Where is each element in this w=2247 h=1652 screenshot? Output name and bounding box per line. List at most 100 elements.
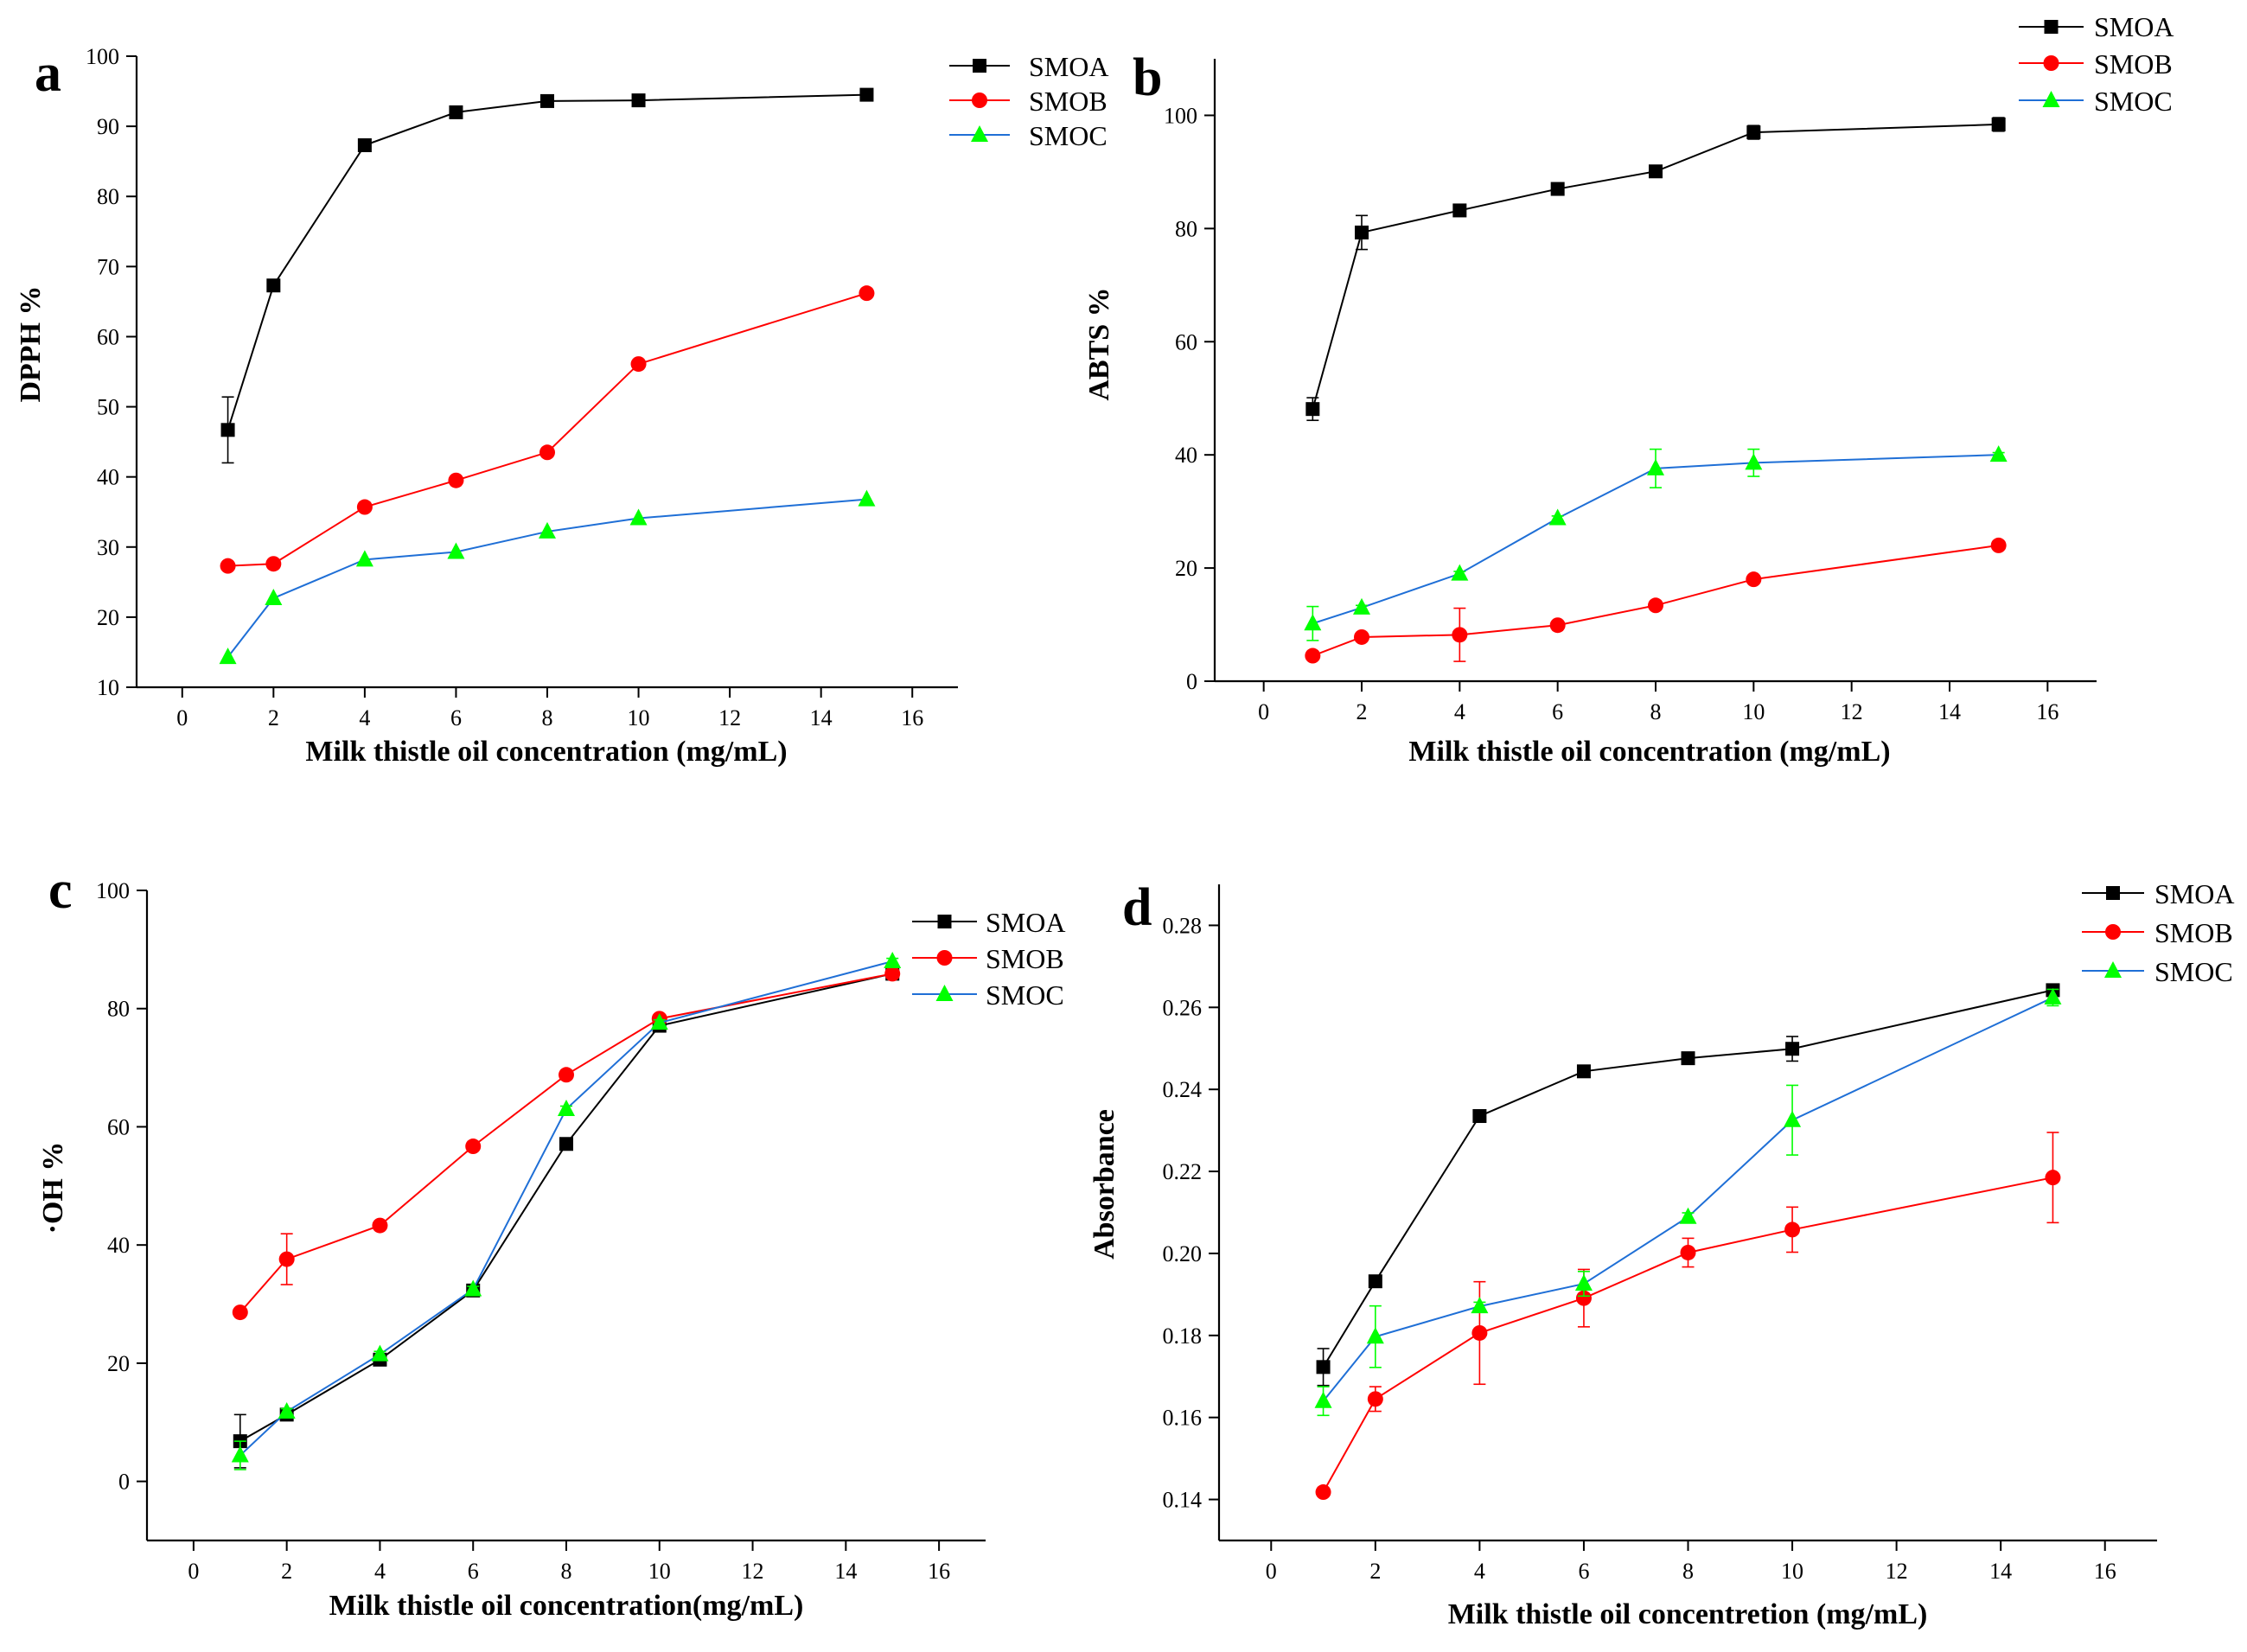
panel-a-y-tick-label: 70: [97, 254, 119, 279]
panel-d-x-tick-label: 6: [1578, 1559, 1589, 1584]
panel-a-data-point-smob: [356, 499, 373, 515]
panel-a-data-point-smoa: [266, 278, 281, 293]
panel-a-data-point-smoc: [447, 542, 465, 559]
panel-d-y-tick-label: 0.24: [1163, 1077, 1203, 1102]
panel-d-data-point-smoa: [1576, 1064, 1591, 1079]
panel-b-legend-marker-smoc: [2042, 91, 2060, 107]
panel-a-y-tick-label: 40: [97, 465, 119, 490]
panel-b-letter: b: [1133, 48, 1162, 107]
panel-c-x-axis-label: Milk thistle oil concentration(mg/mL): [329, 1590, 804, 1622]
panel-a-x-tick-label: 16: [901, 705, 923, 730]
panel-d-y-tick-label: 0.22: [1163, 1159, 1203, 1184]
panel-a-legend-marker-smoc: [971, 125, 988, 142]
panel-b-data-point-smoa: [1649, 164, 1663, 179]
panel-d-data-point-smob: [1471, 1324, 1488, 1341]
panel-c-data-point-smob: [884, 966, 901, 982]
panel-c-data-point-smob: [465, 1139, 482, 1155]
panel-c-y-tick-label: 60: [107, 1114, 130, 1139]
panel-b-legend: SMOA SMOB SMOC: [2094, 11, 2174, 117]
panel-a-data-point-smoc: [629, 508, 648, 526]
panel-a-y-tick-label: 90: [97, 114, 119, 139]
panel-d-x-tick-label: 0: [1266, 1559, 1277, 1584]
panel-b-data-point-smoa: [1452, 203, 1467, 218]
panel-a-x-tick-label: 12: [718, 705, 741, 730]
panel-c-data-point-smoc: [278, 1401, 296, 1419]
panel-b-data-point-smob: [1990, 537, 2007, 553]
panel-b-legend-label-smoa: SMOA: [2094, 11, 2174, 42]
panel-b-data-point-smoc: [1451, 564, 1469, 581]
panel-a-y-tick-label: 10: [97, 675, 119, 700]
panel-b-data-point-smob: [1305, 647, 1321, 664]
panel-b-legend-label-smoc: SMOC: [2094, 86, 2173, 117]
panel-c-data-point-smoc: [371, 1344, 389, 1362]
panel-d-x-axis-label: Milk thistle oil concentretion (mg/mL): [1448, 1598, 1928, 1630]
panel-c-data-point-smoc: [231, 1445, 249, 1463]
panel-d-data-point-smoa: [1681, 1051, 1695, 1066]
panel-a-data-point-smoa: [220, 423, 235, 437]
panel-a-y-tick-label: 100: [86, 44, 119, 69]
panel-c-y-tick-label: 20: [107, 1351, 130, 1376]
panel-b-data-point-smoa: [1746, 125, 1761, 140]
panel-b-data-point-smoa: [1550, 182, 1565, 196]
panel-d-x-tick-label: 10: [1781, 1559, 1803, 1584]
panel-b-y-tick-label: 20: [1175, 556, 1197, 581]
panel-d-x-tick-label: 14: [1989, 1559, 2012, 1584]
panel-d-letter: d: [1122, 878, 1152, 937]
panel-b-y-tick-label: 100: [1164, 103, 1197, 128]
panel-c-legend-marker-smob: [936, 950, 953, 966]
panel-c-data-point-smob: [372, 1217, 388, 1234]
panel-c: c 0 2 4 6 8 10 12 14 16 0 20 40 60 80 100 Milk thistle…: [37, 861, 1065, 1622]
panel-b-data-point-smoc: [1548, 508, 1567, 526]
panel-c-legend-label-smoa: SMOA: [986, 907, 1065, 938]
panel-a-y-tick-label: 50: [97, 395, 119, 420]
panel-d-data-point-smob: [1367, 1391, 1383, 1407]
panel-b-x-tick-label: 4: [1454, 699, 1465, 724]
panel-c-x-tick-label: 0: [188, 1559, 199, 1584]
panel-a-legend-label-smoa: SMOA: [1029, 51, 1108, 82]
panel-b-y-tick-label: 0: [1186, 669, 1197, 694]
panel-c-legend-label-smoc: SMOC: [986, 979, 1064, 1011]
panel-d-y-axis-label: Absorbance: [1088, 1109, 1120, 1260]
panel-a-data-point-smoc: [858, 489, 876, 507]
panel-a-y-axis-label: DPPH %: [15, 285, 47, 402]
panel-c-y-tick-label: 0: [118, 1470, 130, 1495]
panel-b-data-point-smob: [1549, 617, 1566, 634]
panel-c-x-tick-label: 8: [561, 1559, 572, 1584]
panel-a-legend-label-smob: SMOB: [1029, 86, 1108, 117]
panel-d-legend-label-smoa: SMOA: [2154, 878, 2234, 909]
panel-d-legend-marker-smob: [2105, 924, 2121, 940]
panel-c-x-tick-label: 10: [648, 1559, 671, 1584]
panel-d-data-point-smoc: [2044, 987, 2062, 1005]
panel-b-x-tick-label: 16: [2036, 699, 2059, 724]
panel-b: b 0 2 4 6 8 10 12 14 16 0 20 40 60 80 100 Milk thistle…: [1083, 11, 2174, 768]
panel-b-data-point-smoa: [1991, 117, 2006, 131]
panel-d-x-tick-label: 4: [1474, 1559, 1485, 1584]
panel-d-legend-label-smob: SMOB: [2154, 917, 2233, 948]
panel-c-legend: SMOA SMOB SMOC: [986, 907, 1065, 1011]
panel-b-legend-marker-smob: [2043, 55, 2059, 71]
panel-d-data-point-smoc: [1471, 1297, 1489, 1314]
panel-a-data-point-smob: [539, 444, 555, 461]
panel-d-data-point-smob: [2045, 1170, 2061, 1186]
panel-a-letter: a: [35, 44, 61, 103]
panel-d-y-tick-label: 0.18: [1163, 1324, 1203, 1349]
panel-b-x-axis-label: Milk thistle oil concentration (mg/mL): [1408, 736, 1890, 768]
panel-b-x-tick-label: 8: [1650, 699, 1662, 724]
panel-a-x-tick-label: 4: [359, 705, 370, 730]
panel-b-data-point-smob: [1648, 597, 1663, 614]
panel-d-legend-label-smoc: SMOC: [2154, 956, 2233, 987]
panel-c-letter: c: [48, 861, 73, 920]
panel-b-x-tick-label: 12: [1841, 699, 1863, 724]
panel-d-marks: 0 2 4 6 8 10 12 14 16 0.14 0.16 0.18 0.20 0.22 0.24 0.2…: [1163, 884, 2157, 1584]
panel-a-x-tick-label: 8: [542, 705, 553, 730]
panel-b-marks: 0 2 4 6 8 10 12 14 16 0 20 40 60 80 100: [1164, 20, 2097, 724]
panel-a-marks: 0 2 4 6 8 10 12 14 16 10 20 30 40 50 60 70 80 90 100: [86, 44, 1010, 730]
panel-b-x-tick-label: 6: [1552, 699, 1563, 724]
panel-d-x-tick-label: 16: [2094, 1559, 2116, 1584]
panel-a-legend-marker-smob: [972, 92, 987, 108]
panel-d-y-tick-label: 0.16: [1163, 1406, 1203, 1431]
panel-a-y-tick-label: 30: [97, 535, 119, 560]
panel-a-legend-label-smoc: SMOC: [1029, 120, 1108, 151]
panel-b-data-point-smoc: [1304, 614, 1322, 631]
